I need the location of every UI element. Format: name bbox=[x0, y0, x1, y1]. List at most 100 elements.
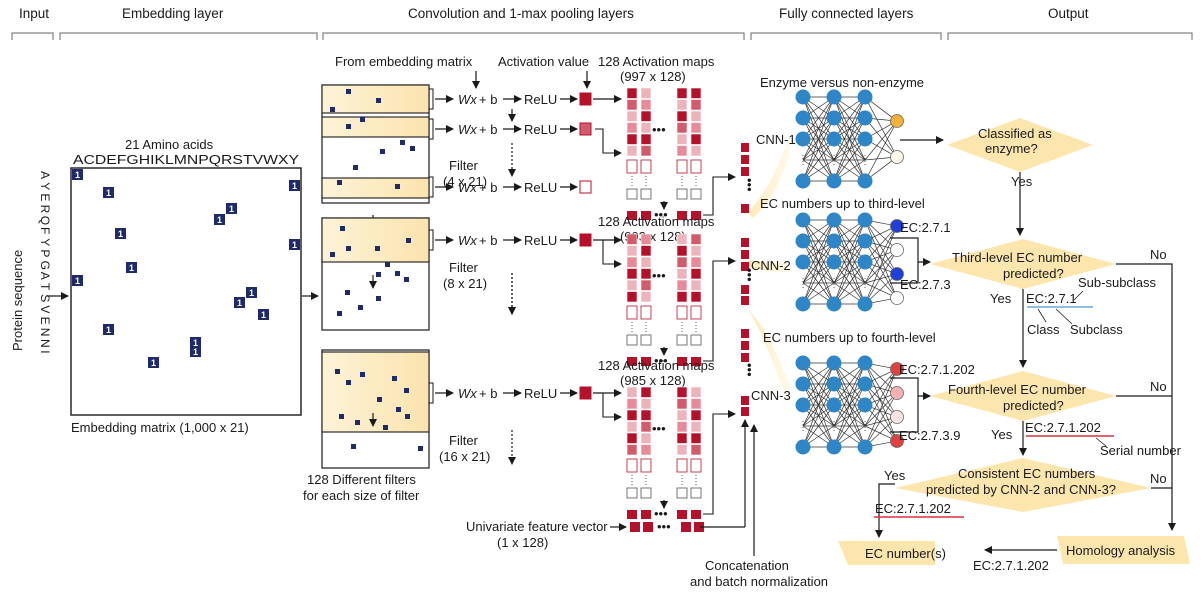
sequence-residue: N bbox=[38, 339, 52, 348]
embedding-dot bbox=[339, 414, 344, 419]
embedding-dot bbox=[353, 165, 358, 170]
embedding-dot bbox=[340, 226, 345, 231]
concatenated-vector: ••• ••• ••• bbox=[741, 143, 757, 416]
embedding-dot bbox=[410, 146, 415, 151]
hidden-node bbox=[826, 296, 842, 312]
concat-cell bbox=[741, 296, 749, 305]
activation-cell bbox=[690, 409, 702, 421]
activation-cell bbox=[626, 432, 638, 444]
activation-value-cell bbox=[579, 386, 592, 400]
embedding-dot bbox=[376, 272, 381, 277]
activation-cell-empty bbox=[676, 458, 688, 473]
activation-cell bbox=[690, 444, 702, 456]
embedding-dot bbox=[351, 444, 356, 449]
cnn2-output-bottom: EC:2.7.3 bbox=[900, 277, 951, 292]
activation-value-cell bbox=[579, 180, 592, 194]
activation-cell bbox=[676, 122, 688, 134]
activation-maps-title: 128 Activation maps bbox=[598, 54, 715, 69]
relu-label: ReLU bbox=[524, 180, 557, 195]
activation-cell bbox=[690, 99, 702, 111]
sequence-residue: V bbox=[38, 305, 52, 313]
ec-numbers-label: EC number(s) bbox=[865, 546, 946, 561]
ec3-example: EC:2.7.1 bbox=[1026, 291, 1077, 306]
hidden-node bbox=[826, 439, 842, 455]
pooled-cell bbox=[627, 510, 637, 519]
activation-cell-empty bbox=[676, 305, 688, 320]
concat-cell bbox=[741, 204, 749, 213]
activation-value-cell bbox=[579, 122, 592, 136]
cnn2-output-top: EC:2.7.1 bbox=[900, 220, 951, 235]
activation-cell bbox=[640, 444, 652, 456]
activation-cell bbox=[640, 133, 652, 145]
activation-cell bbox=[626, 409, 638, 421]
activation-cell bbox=[640, 110, 652, 122]
activation-cell-empty bbox=[640, 334, 652, 346]
cnn2-title: EC numbers up to third-level bbox=[760, 196, 925, 211]
wx-term: Wx bbox=[458, 233, 477, 248]
hidden-node bbox=[795, 212, 811, 228]
hidden-node bbox=[857, 254, 873, 270]
activation-cell bbox=[676, 291, 688, 303]
activation-maps-title: 128 Activation maps bbox=[598, 358, 715, 373]
one-hot-value: 1 bbox=[106, 188, 111, 198]
concat-cell bbox=[741, 329, 749, 338]
activation-cell bbox=[626, 122, 638, 134]
embedding-section: 21 Amino acids ACDEFGHIKLMNPQRSTVWXY 111… bbox=[70, 137, 319, 435]
activation-cell-empty bbox=[640, 159, 652, 174]
activation-cell bbox=[640, 386, 652, 398]
sequence-residue: T bbox=[38, 283, 52, 291]
embedding-dot bbox=[337, 180, 342, 185]
embedding-dot bbox=[346, 246, 351, 251]
activation-cell bbox=[676, 386, 688, 398]
q3-line2: predicted? bbox=[1003, 398, 1064, 413]
section-headers: Input Embedding layer Convolution and 1-… bbox=[11, 6, 1193, 40]
header-input: Input bbox=[19, 6, 49, 21]
filter-window bbox=[321, 116, 430, 138]
activation-maps-size: (985 x 128) bbox=[620, 373, 686, 388]
activation-cell bbox=[640, 432, 652, 444]
filter-window bbox=[321, 217, 430, 263]
activation-cell bbox=[690, 256, 702, 268]
sequence-residue: Y bbox=[38, 182, 52, 190]
embedding-dot bbox=[330, 107, 335, 112]
activation-cell bbox=[626, 87, 638, 99]
cnn1-network bbox=[795, 89, 904, 189]
activation-cell bbox=[626, 268, 638, 280]
q1-line1: Classified as bbox=[978, 126, 1052, 141]
hidden-node bbox=[857, 355, 873, 371]
activation-cell bbox=[640, 421, 652, 433]
bias-term: + b bbox=[479, 92, 497, 107]
relu-label: ReLU bbox=[524, 92, 557, 107]
activation-maps-title: 128 Activation maps bbox=[598, 214, 715, 229]
embedding-dot bbox=[395, 271, 400, 276]
embedding-dot bbox=[392, 376, 397, 381]
different-filters-label-2: for each size of filter bbox=[303, 488, 420, 503]
hidden-node bbox=[795, 131, 811, 147]
univariate-cell bbox=[694, 522, 704, 532]
hidden-node bbox=[795, 376, 811, 392]
activation-cell bbox=[690, 110, 702, 122]
conv-block-2: Filter(8 x 21) Wx + b ReLU 128 Activation m… bbox=[321, 214, 736, 368]
activation-value-label: Activation value bbox=[498, 54, 589, 69]
activation-cell bbox=[690, 268, 702, 280]
serial-number-label: Serial number bbox=[1100, 443, 1182, 458]
ec-homology: EC:2.7.1.202 bbox=[973, 558, 1049, 573]
cnn3-network bbox=[795, 355, 904, 455]
concat-cell bbox=[741, 341, 749, 350]
embedding-dot bbox=[395, 184, 400, 189]
hidden-node bbox=[795, 296, 811, 312]
feature-fans bbox=[748, 135, 790, 405]
one-hot-cell bbox=[246, 287, 257, 298]
one-hot-value: 1 bbox=[229, 204, 234, 214]
relu-label: ReLU bbox=[524, 386, 557, 401]
header-fc: Fully connected layers bbox=[779, 6, 914, 21]
hidden-node bbox=[857, 296, 873, 312]
activation-cell-empty bbox=[626, 487, 638, 499]
embedding-dot bbox=[383, 425, 388, 430]
activation-cell bbox=[690, 87, 702, 99]
filter-window bbox=[321, 84, 430, 114]
embedding-dot bbox=[376, 98, 381, 103]
hidden-node bbox=[795, 254, 811, 270]
